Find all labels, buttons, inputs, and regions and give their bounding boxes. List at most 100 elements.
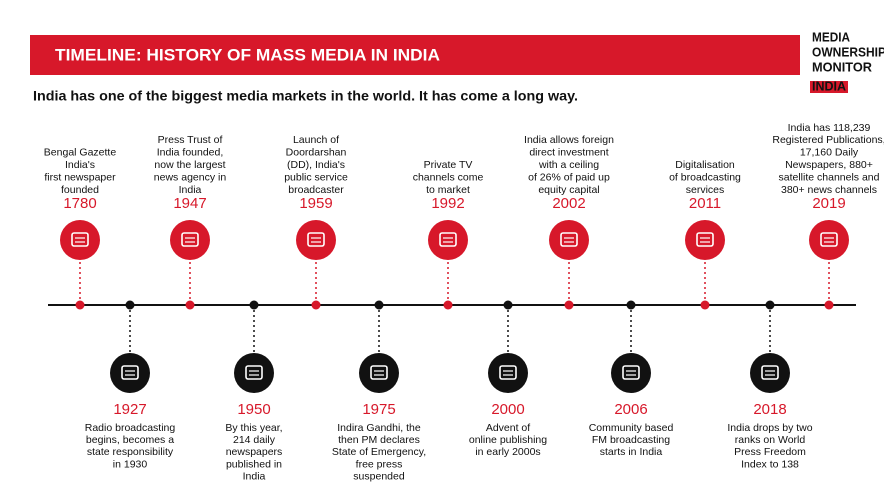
event-icon bbox=[685, 220, 725, 260]
event-description: free press bbox=[356, 458, 403, 470]
event-description: state responsibility bbox=[87, 446, 174, 458]
event-description: then PM declares bbox=[338, 434, 420, 446]
event-description: Registered Publications, bbox=[772, 134, 884, 146]
event-description: Index to 138 bbox=[741, 458, 799, 470]
event-icon bbox=[110, 353, 150, 393]
event-icon bbox=[234, 353, 274, 393]
event-icon bbox=[60, 220, 100, 260]
timeline-dot bbox=[185, 300, 195, 310]
event-description: India's bbox=[65, 159, 95, 171]
event-description: India allows foreign bbox=[524, 134, 614, 146]
timeline-dot bbox=[125, 300, 135, 310]
event-description: Radio broadcasting bbox=[85, 422, 176, 434]
event-year: 1947 bbox=[173, 195, 206, 212]
timeline-dot bbox=[311, 300, 321, 310]
event-description: India has 118,239 bbox=[788, 122, 871, 134]
icon-glyph bbox=[499, 365, 517, 380]
event-year: 2019 bbox=[812, 195, 845, 212]
logo-highlight bbox=[810, 81, 848, 93]
event-year: 1992 bbox=[431, 195, 464, 212]
event-description: Digitalisation bbox=[675, 159, 735, 171]
event-year: 2000 bbox=[491, 401, 524, 418]
event-icon bbox=[809, 220, 849, 260]
event-description: India bbox=[243, 471, 266, 483]
event-icon bbox=[549, 220, 589, 260]
event-description: news agency in bbox=[154, 171, 227, 183]
event-description: direct investment bbox=[529, 147, 608, 159]
icon-glyph bbox=[696, 232, 714, 247]
event-description: in 1930 bbox=[113, 458, 148, 470]
event-icon bbox=[611, 353, 651, 393]
icon-glyph bbox=[307, 232, 325, 247]
icon-glyph bbox=[181, 232, 199, 247]
event-icon bbox=[750, 353, 790, 393]
event-description: equity capital bbox=[538, 184, 599, 196]
event-description: Private TV bbox=[424, 159, 473, 171]
event-description: India bbox=[179, 184, 202, 196]
event-description: of broadcasting bbox=[669, 171, 741, 183]
event-description: Indira Gandhi, the bbox=[337, 422, 421, 434]
event-icon bbox=[170, 220, 210, 260]
event-description: services bbox=[686, 184, 725, 196]
event-description: Press Freedom bbox=[734, 446, 806, 458]
event-description: channels come bbox=[413, 171, 484, 183]
event-description: FM broadcasting bbox=[592, 434, 670, 446]
timeline-dot bbox=[626, 300, 636, 310]
event-description: online publishing bbox=[469, 434, 547, 446]
event-description: now the largest bbox=[154, 159, 225, 171]
event-description: suspended bbox=[353, 471, 405, 483]
event-description: first newspaper bbox=[44, 171, 116, 183]
event-icon bbox=[428, 220, 468, 260]
icon-glyph bbox=[560, 232, 578, 247]
event-year: 2002 bbox=[552, 195, 585, 212]
logo-line: OWNERSHIP bbox=[812, 45, 884, 59]
event-description: founded bbox=[61, 184, 99, 196]
icon-glyph bbox=[439, 232, 457, 247]
icon-glyph bbox=[71, 232, 89, 247]
event-description: 380+ news channels bbox=[781, 184, 877, 196]
event-description: 214 daily bbox=[233, 434, 276, 446]
event-icon bbox=[296, 220, 336, 260]
logo-line: MEDIA bbox=[812, 30, 850, 44]
event-description: State of Emergency, bbox=[332, 446, 426, 458]
event-description: of 26% of paid up bbox=[528, 171, 610, 183]
timeline-dot bbox=[374, 300, 384, 310]
logo-line: MONITOR bbox=[812, 60, 872, 74]
event-year: 2011 bbox=[689, 195, 721, 212]
event-description: with a ceiling bbox=[538, 159, 599, 171]
event-description: in early 2000s bbox=[475, 446, 540, 458]
timeline-dot bbox=[443, 300, 453, 310]
timeline-dot bbox=[75, 300, 85, 310]
event-year: 2018 bbox=[753, 401, 786, 418]
event-description: India drops by two bbox=[727, 422, 812, 434]
icon-glyph bbox=[761, 365, 779, 380]
icon-glyph bbox=[370, 365, 388, 380]
event-description: (DD), India's bbox=[287, 159, 345, 171]
icon-glyph bbox=[245, 365, 263, 380]
event-icon bbox=[488, 353, 528, 393]
timeline-dot bbox=[249, 300, 259, 310]
icon-glyph bbox=[622, 365, 640, 380]
event-description: broadcaster bbox=[288, 184, 344, 196]
title: TIMELINE: HISTORY OF MASS MEDIA IN INDIA bbox=[55, 45, 440, 64]
logo-line: INDIA bbox=[812, 79, 846, 93]
event-description: public service bbox=[284, 171, 348, 183]
event-description: to market bbox=[426, 184, 470, 196]
event-description: Newspapers, 880+ bbox=[785, 159, 873, 171]
event-description: Advent of bbox=[486, 422, 530, 434]
event-year: 1950 bbox=[237, 401, 270, 418]
event-description: Doordarshan bbox=[286, 147, 347, 159]
event-description: By this year, bbox=[225, 422, 282, 434]
event-year: 1975 bbox=[362, 401, 395, 418]
event-description: ranks on World bbox=[735, 434, 806, 446]
timeline-dot bbox=[503, 300, 513, 310]
event-description: Bengal Gazette bbox=[44, 147, 117, 159]
event-year: 1780 bbox=[63, 195, 96, 212]
subtitle: India has one of the biggest media marke… bbox=[33, 88, 578, 104]
event-description: begins, becomes a bbox=[86, 434, 174, 446]
event-year: 1959 bbox=[299, 195, 332, 212]
event-description: Community based bbox=[589, 422, 674, 434]
timeline-dot bbox=[824, 300, 834, 310]
timeline-dot bbox=[700, 300, 710, 310]
event-description: newspapers bbox=[226, 446, 283, 458]
